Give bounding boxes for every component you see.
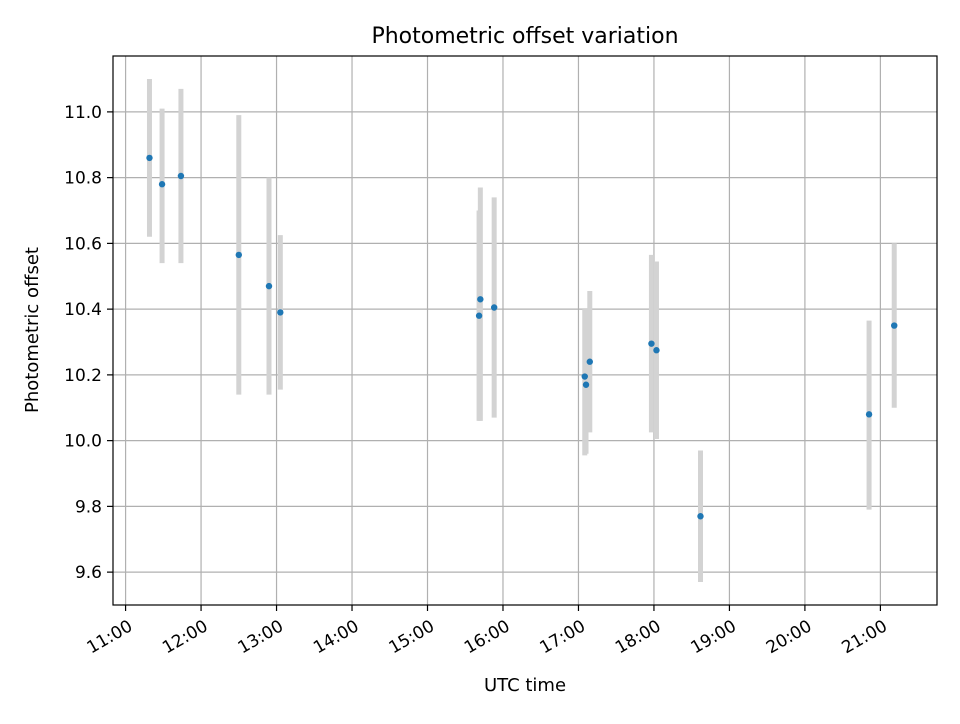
y-tick-label: 10.2 [64,366,102,386]
x-tick-label: 12:00 [159,616,211,658]
plot-area-frame [112,55,938,606]
y-tick-label: 10.0 [64,432,102,452]
x-tick-label: 18:00 [612,616,664,658]
data-point [648,340,655,347]
data-point [277,309,284,316]
data-point [177,172,185,180]
x-tick-label: 15:00 [386,616,438,658]
x-tick-label: 16:00 [461,616,513,658]
data-point [586,358,593,365]
data-point [158,181,166,188]
data-point [653,347,660,354]
data-point [581,373,588,380]
x-tick-label: 21:00 [838,616,890,658]
y-tick-label: 10.8 [64,169,102,189]
x-tick-label: 19:00 [687,616,739,658]
data-point [146,154,153,162]
data-point [475,312,483,319]
x-tick-label: 14:00 [310,616,362,658]
point-layer [146,154,898,520]
y-tick-label: 9.8 [75,497,102,517]
y-tick-label: 9.6 [75,563,102,583]
data-point [265,282,273,290]
data-point [865,411,873,418]
y-tick-label: 11.0 [64,103,102,123]
data-point [477,296,484,303]
data-point [490,304,498,311]
chart-title: Photometric offset variation [371,24,678,49]
x-axis-label: UTC time [484,675,566,696]
y-axis-label: Photometric offset [22,247,43,413]
grid-layer [113,56,937,605]
x-tick-label: 17:00 [537,616,589,658]
x-tick-label: 11:00 [84,616,136,658]
x-tick-label: 20:00 [763,616,815,658]
data-point [891,322,898,329]
data-point [582,381,590,388]
data-point [697,513,704,520]
data-point [235,251,243,259]
y-tick-label: 10.6 [64,234,102,254]
x-tick-label: 13:00 [235,616,287,658]
y-tick-label: 10.4 [64,300,102,320]
